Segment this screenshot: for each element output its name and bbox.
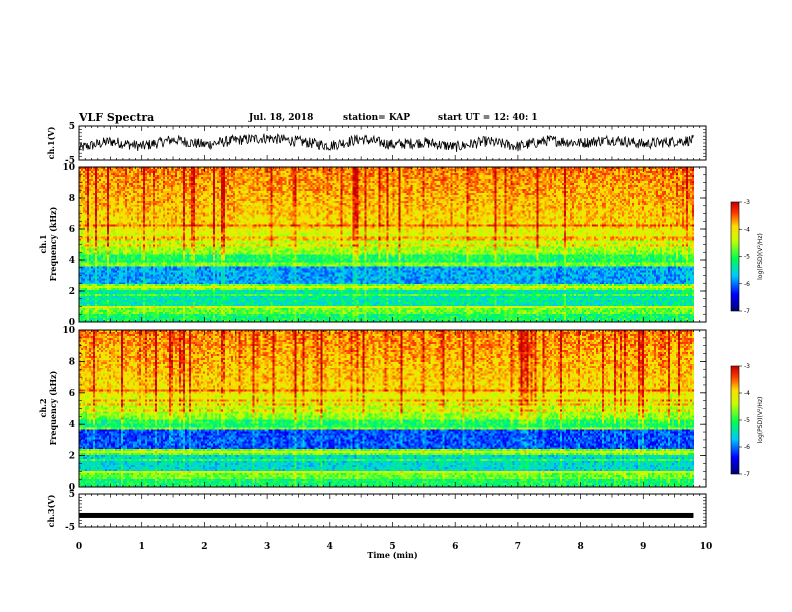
x-tick-label: 1 xyxy=(139,542,145,552)
ch2-spec-y-label: ch.2 xyxy=(38,398,48,417)
ch1-spectrogram xyxy=(79,167,706,322)
x-tick-label: 4 xyxy=(327,542,333,552)
ch1-colorbar-tick-label: -6 xyxy=(744,281,750,288)
start-time-label: start UT = 12: 40: 1 xyxy=(438,113,538,123)
ch1-colorbar-label: log(PSD)(V²/Hz) xyxy=(757,233,764,280)
panel-frame xyxy=(78,329,707,488)
panel-frame xyxy=(78,166,707,323)
ch1-colorbar-tick-label: -7 xyxy=(744,308,750,315)
ch1-colorbar-tick-label: -3 xyxy=(744,199,750,206)
ch2-spec-y-tick-label: 0 xyxy=(69,483,75,493)
ch3-wave-y-label: ch.3(V) xyxy=(46,494,56,527)
ch2-colorbar-tick-label: -4 xyxy=(744,390,750,397)
ch1-spec-y-tick-label: 4 xyxy=(69,256,75,266)
ch1-waveform-line xyxy=(78,133,694,153)
x-tick-label: 2 xyxy=(201,542,207,552)
ch1-spec-y-tick-label: 0 xyxy=(69,318,75,328)
ch3-wave-y-tick-label: -5 xyxy=(65,523,75,533)
ch2-spec-y-tick-label: 8 xyxy=(69,357,75,367)
ch1-wave-y-tick-label: 5 xyxy=(69,122,75,132)
x-tick-label: 6 xyxy=(452,542,458,552)
ch2-spec-y-label: Frequency (kHz) xyxy=(48,370,58,445)
x-tick-label: 5 xyxy=(389,542,395,552)
ch2-colorbar-tick-label: -5 xyxy=(744,417,750,424)
ch2-colorbar-tick-label: -6 xyxy=(744,444,750,451)
ch2-spectrogram xyxy=(79,330,706,487)
waveform-traces xyxy=(78,133,694,518)
ch2-colorbar-frame xyxy=(730,365,740,475)
x-tick-label: 8 xyxy=(577,542,583,552)
ch2-spec-y-tick-label: 2 xyxy=(69,452,75,462)
ch2-colorbar-label: log(PSD)(V²/Hz) xyxy=(757,397,764,444)
x-tick-label: 3 xyxy=(264,542,270,552)
ch3-wave-y-tick-label: 5 xyxy=(69,490,75,500)
ch1-spec-y-tick-label: 2 xyxy=(69,287,75,297)
x-tick-label: 0 xyxy=(76,542,82,552)
ch2-spec-y-tick-label: 4 xyxy=(69,420,75,430)
panel-frames xyxy=(78,125,740,528)
ch1-colorbar-frame xyxy=(730,201,740,312)
ch2-spec-y-tick-label: 10 xyxy=(62,326,75,336)
date-label: Jul. 18, 2018 xyxy=(249,113,314,123)
ch2-spec-y-tick-label: 6 xyxy=(69,389,75,399)
chart-title: VLF Spectra xyxy=(79,111,155,124)
station-label: station= KAP xyxy=(343,113,411,123)
ch1-colorbar xyxy=(731,202,739,311)
ch1-spec-y-label: Frequency (kHz) xyxy=(48,206,58,281)
x-tick-label: 10 xyxy=(700,542,713,552)
ch2-colorbar-tick-label: -7 xyxy=(744,471,750,478)
ch1-wave-y-label: ch.1(V) xyxy=(46,126,56,159)
ch1-wave-y-tick-label: -5 xyxy=(65,156,75,166)
panel-frame xyxy=(78,125,707,161)
ch2-colorbar-tick-label: -3 xyxy=(744,363,750,370)
ch1-spec-y-tick-label: 10 xyxy=(62,163,75,173)
ch1-spec-y-tick-label: 6 xyxy=(69,225,75,235)
axis-ticks xyxy=(78,125,742,528)
ch3-waveform-line xyxy=(79,512,694,518)
x-axis-label: Time (min) xyxy=(367,550,417,560)
x-tick-label: 7 xyxy=(515,542,521,552)
ch1-spec-y-label: ch.1 xyxy=(38,234,48,253)
ch1-spec-y-tick-label: 8 xyxy=(69,194,75,204)
ch1-colorbar-tick-label: -4 xyxy=(744,226,750,233)
ch2-colorbar xyxy=(731,366,739,474)
ch1-colorbar-tick-label: -5 xyxy=(744,254,750,261)
x-tick-label: 9 xyxy=(640,542,646,552)
